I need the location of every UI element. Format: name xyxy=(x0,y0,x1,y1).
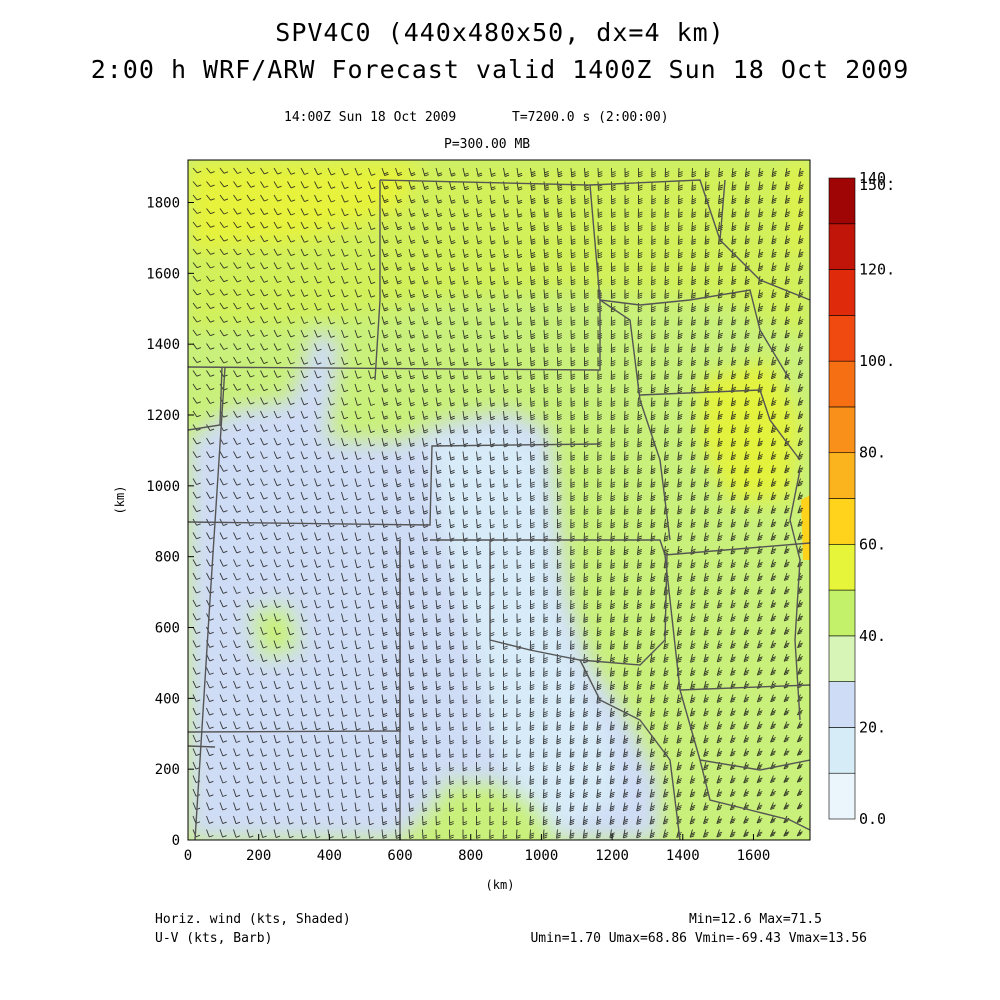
x-axis: 0 200 400 600 800 1000 1200 1400 1600 xyxy=(184,834,771,864)
colorbar-segment xyxy=(828,452,856,499)
colorbar-label: 20. xyxy=(859,718,886,736)
x-tick-label: 1200 xyxy=(595,848,629,864)
colorbar-segment xyxy=(828,635,856,682)
colorbar-segment xyxy=(828,589,856,637)
x-tick-label: 400 xyxy=(317,848,342,864)
colorbar-segment xyxy=(828,223,856,270)
colorbar-segment xyxy=(828,315,856,362)
y-axis: 0 200 400 600 800 1000 1200 1400 1600 1800 xyxy=(146,196,194,849)
y-tick-label: 800 xyxy=(155,550,180,566)
colorbar-label: 140. xyxy=(859,169,895,187)
colorbar-segment xyxy=(828,543,856,591)
colorbar-label: 40. xyxy=(859,627,886,645)
x-tick-label: 800 xyxy=(458,848,483,864)
pressure-level-label: P=300.00 MB xyxy=(444,137,531,152)
colorbar-segment xyxy=(828,498,856,545)
x-tick-label: 600 xyxy=(387,848,412,864)
wind-barbs xyxy=(192,167,804,839)
colorbar-label: 80. xyxy=(859,444,886,462)
y-tick-label: 1800 xyxy=(146,196,180,212)
colorbar-segment xyxy=(828,269,856,316)
x-axis-label: (km) xyxy=(486,878,515,892)
state-boundaries xyxy=(188,179,810,840)
wind-barb-glyphs xyxy=(192,167,804,839)
footer-min-max: Min=12.6 Max=71.5 xyxy=(688,912,822,927)
colorbar-segment xyxy=(828,681,856,728)
y-tick-label: 1400 xyxy=(146,337,180,353)
colorbar-segment xyxy=(828,772,856,820)
valid-time-label: 14:00Z Sun 18 Oct 2009 xyxy=(284,110,457,125)
main-title: SPV4C0 (440x480x50, dx=4 km) xyxy=(275,18,725,47)
wind-speed-shading xyxy=(188,160,810,840)
y-tick-label: 1600 xyxy=(146,266,180,282)
colorbar-label: 60. xyxy=(859,535,886,553)
colorbar-legend: 0.0 20. 40. 60. 80. 100. 120. 140.150. xyxy=(828,169,895,828)
y-tick-label: 0 xyxy=(172,833,180,849)
colorbar-label: 0.0 xyxy=(859,810,886,828)
x-tick-label: 1000 xyxy=(525,848,559,864)
footer-barb-field-label: U-V (kts, Barb) xyxy=(155,931,273,946)
x-tick-label: 1600 xyxy=(737,848,771,864)
y-tick-label: 400 xyxy=(155,691,180,707)
x-tick-label: 1400 xyxy=(666,848,700,864)
colorbar-label: 150. xyxy=(859,176,895,194)
elapsed-time-label: T=7200.0 s (2:00:00) xyxy=(512,110,669,125)
x-tick-label: 0 xyxy=(184,848,192,864)
colorbar-label: 120. xyxy=(859,261,895,279)
y-tick-label: 1200 xyxy=(146,408,180,424)
colorbar-segment xyxy=(828,406,856,454)
forecast-title: 2:00 h WRF/ARW Forecast valid 1400Z Sun … xyxy=(90,55,910,84)
footer-shaded-field-label: Horiz. wind (kts, Shaded) xyxy=(155,912,351,927)
colorbar-segment xyxy=(828,360,856,408)
y-tick-label: 200 xyxy=(155,762,180,778)
colorbar-segment xyxy=(828,177,856,225)
footer-component-stats: Umin=1.70 Umax=68.86 Vmin=-69.43 Vmax=13… xyxy=(530,931,867,946)
colorbar-segment xyxy=(828,727,856,774)
y-tick-label: 1000 xyxy=(146,479,180,495)
x-tick-label: 200 xyxy=(246,848,271,864)
colorbar-label: 100. xyxy=(859,352,895,370)
y-axis-label: (km) xyxy=(113,486,127,515)
plot-frame xyxy=(187,159,811,841)
y-tick-label: 600 xyxy=(155,621,180,637)
